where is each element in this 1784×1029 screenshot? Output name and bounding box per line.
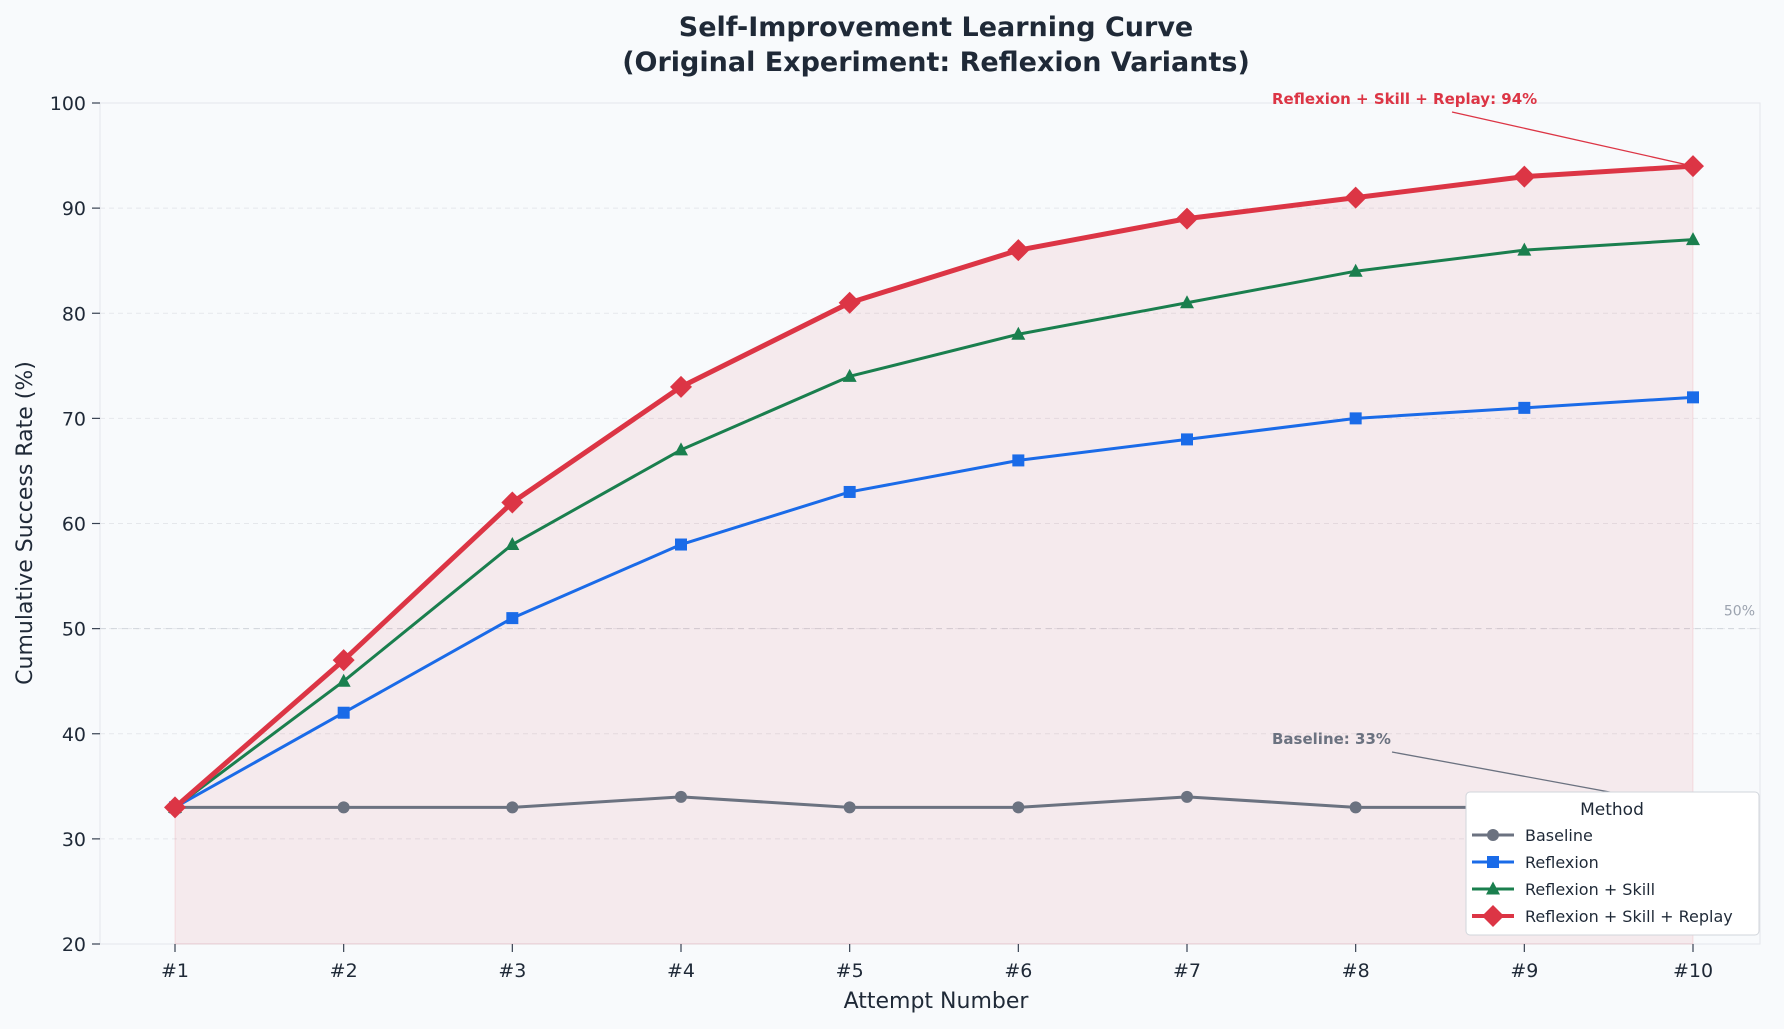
series-line-4 xyxy=(172,163,1696,810)
x-tick-label: #10 xyxy=(1673,960,1713,982)
data-point-1 xyxy=(1181,790,1193,803)
legend-box xyxy=(1465,791,1760,936)
data-point-3 xyxy=(1686,232,1700,246)
x-tick-label: #6 xyxy=(1004,960,1032,982)
series-line-1 xyxy=(173,795,1695,809)
data-point-1 xyxy=(506,801,519,814)
x-tick-label: #1 xyxy=(161,960,189,982)
y-tick-label: 20 xyxy=(62,934,86,956)
legend-label: Reflexion + Skill + Replay xyxy=(1525,907,1733,926)
data-point-2 xyxy=(1181,433,1193,446)
data-point-2 xyxy=(1518,401,1531,414)
data-point-4 xyxy=(1344,186,1367,209)
legend-marker xyxy=(1482,905,1504,927)
x-axis-label: Attempt Number xyxy=(844,989,1030,1014)
legend-marker xyxy=(1487,856,1499,868)
data-point-1 xyxy=(675,790,687,803)
y-axis-label: Cumulative Success Rate (%) xyxy=(13,361,38,685)
legend-label: Baseline xyxy=(1525,826,1593,845)
x-tick-label: #5 xyxy=(836,960,864,982)
reference-line-label: 50% xyxy=(1724,604,1755,620)
data-point-2 xyxy=(1349,412,1362,425)
data-point-4 xyxy=(1007,239,1030,262)
y-tick-label: 70 xyxy=(62,408,86,430)
annotation-group: Reflexion + Skill + Replay: 94% Baseline:… xyxy=(1272,90,1694,808)
x-tick-label: #9 xyxy=(1510,960,1538,982)
data-point-4 xyxy=(1513,165,1536,188)
y-tick-label: 40 xyxy=(62,724,86,746)
y-tick-label: 60 xyxy=(62,514,86,536)
series-line-2 xyxy=(173,395,1695,809)
data-point-3 xyxy=(505,537,520,551)
data-point-3 xyxy=(336,673,351,687)
x-tick-label: #2 xyxy=(330,960,358,982)
legend-label: Reflexion + Skill xyxy=(1525,880,1655,899)
data-point-3 xyxy=(1180,295,1194,309)
series-line-3 xyxy=(173,238,1695,809)
x-tick-label: #7 xyxy=(1173,960,1201,982)
data-point-3 xyxy=(1011,326,1026,340)
y-tick-label: 100 xyxy=(50,93,86,115)
data-point-4 xyxy=(164,796,186,819)
annotation-arrow xyxy=(1451,111,1694,167)
data-point-3 xyxy=(1348,263,1363,277)
data-point-1 xyxy=(1012,801,1025,814)
annotation-label: Reflexion + Skill + Replay: 94% xyxy=(1272,90,1537,108)
data-point-2 xyxy=(1012,454,1025,467)
legend-label: Reflexion xyxy=(1525,853,1599,872)
annotation-label: Baseline: 33% xyxy=(1272,730,1391,748)
data-point-3 xyxy=(674,442,688,456)
y-tick-label: 80 xyxy=(62,303,86,325)
data-point-4 xyxy=(670,375,692,398)
data-point-2 xyxy=(1687,391,1699,404)
legend-marker xyxy=(1487,829,1499,841)
x-ticks: #1 #2 #3 #4 #5 #6 #7 #8 #9 #10 xyxy=(161,944,1713,982)
data-point-1 xyxy=(337,801,350,814)
y-ticks: 20 30 40 50 60 70 80 90 100 xyxy=(50,93,100,956)
legend-marker xyxy=(1486,881,1500,895)
data-point-4 xyxy=(501,491,524,514)
chart-subtitle: (Original Experiment: Reflexion Variants… xyxy=(622,47,1250,78)
legend-title: Method xyxy=(1580,800,1644,820)
x-tick-label: #8 xyxy=(1342,960,1370,982)
y-tick-label: 90 xyxy=(62,198,86,220)
data-point-2 xyxy=(506,612,519,625)
data-point-3 xyxy=(842,368,857,382)
data-point-2 xyxy=(337,706,350,719)
legend: Method Baseline Reflexion Reflexion + Skil… xyxy=(1465,791,1760,936)
data-point-1 xyxy=(1349,801,1362,814)
data-point-2 xyxy=(843,485,856,498)
data-point-4 xyxy=(332,649,355,672)
chart-title: Self-Improvement Learning Curve xyxy=(679,12,1194,43)
data-point-4 xyxy=(838,291,861,314)
y-tick-label: 30 xyxy=(62,829,86,851)
data-point-1 xyxy=(843,801,856,814)
data-point-2 xyxy=(675,538,687,551)
data-point-3 xyxy=(1517,242,1532,256)
x-tick-label: #4 xyxy=(667,960,695,982)
series-group xyxy=(164,155,1704,819)
x-tick-label: #3 xyxy=(498,960,526,982)
y-tick-label: 50 xyxy=(62,619,86,641)
data-point-4 xyxy=(1176,207,1198,230)
